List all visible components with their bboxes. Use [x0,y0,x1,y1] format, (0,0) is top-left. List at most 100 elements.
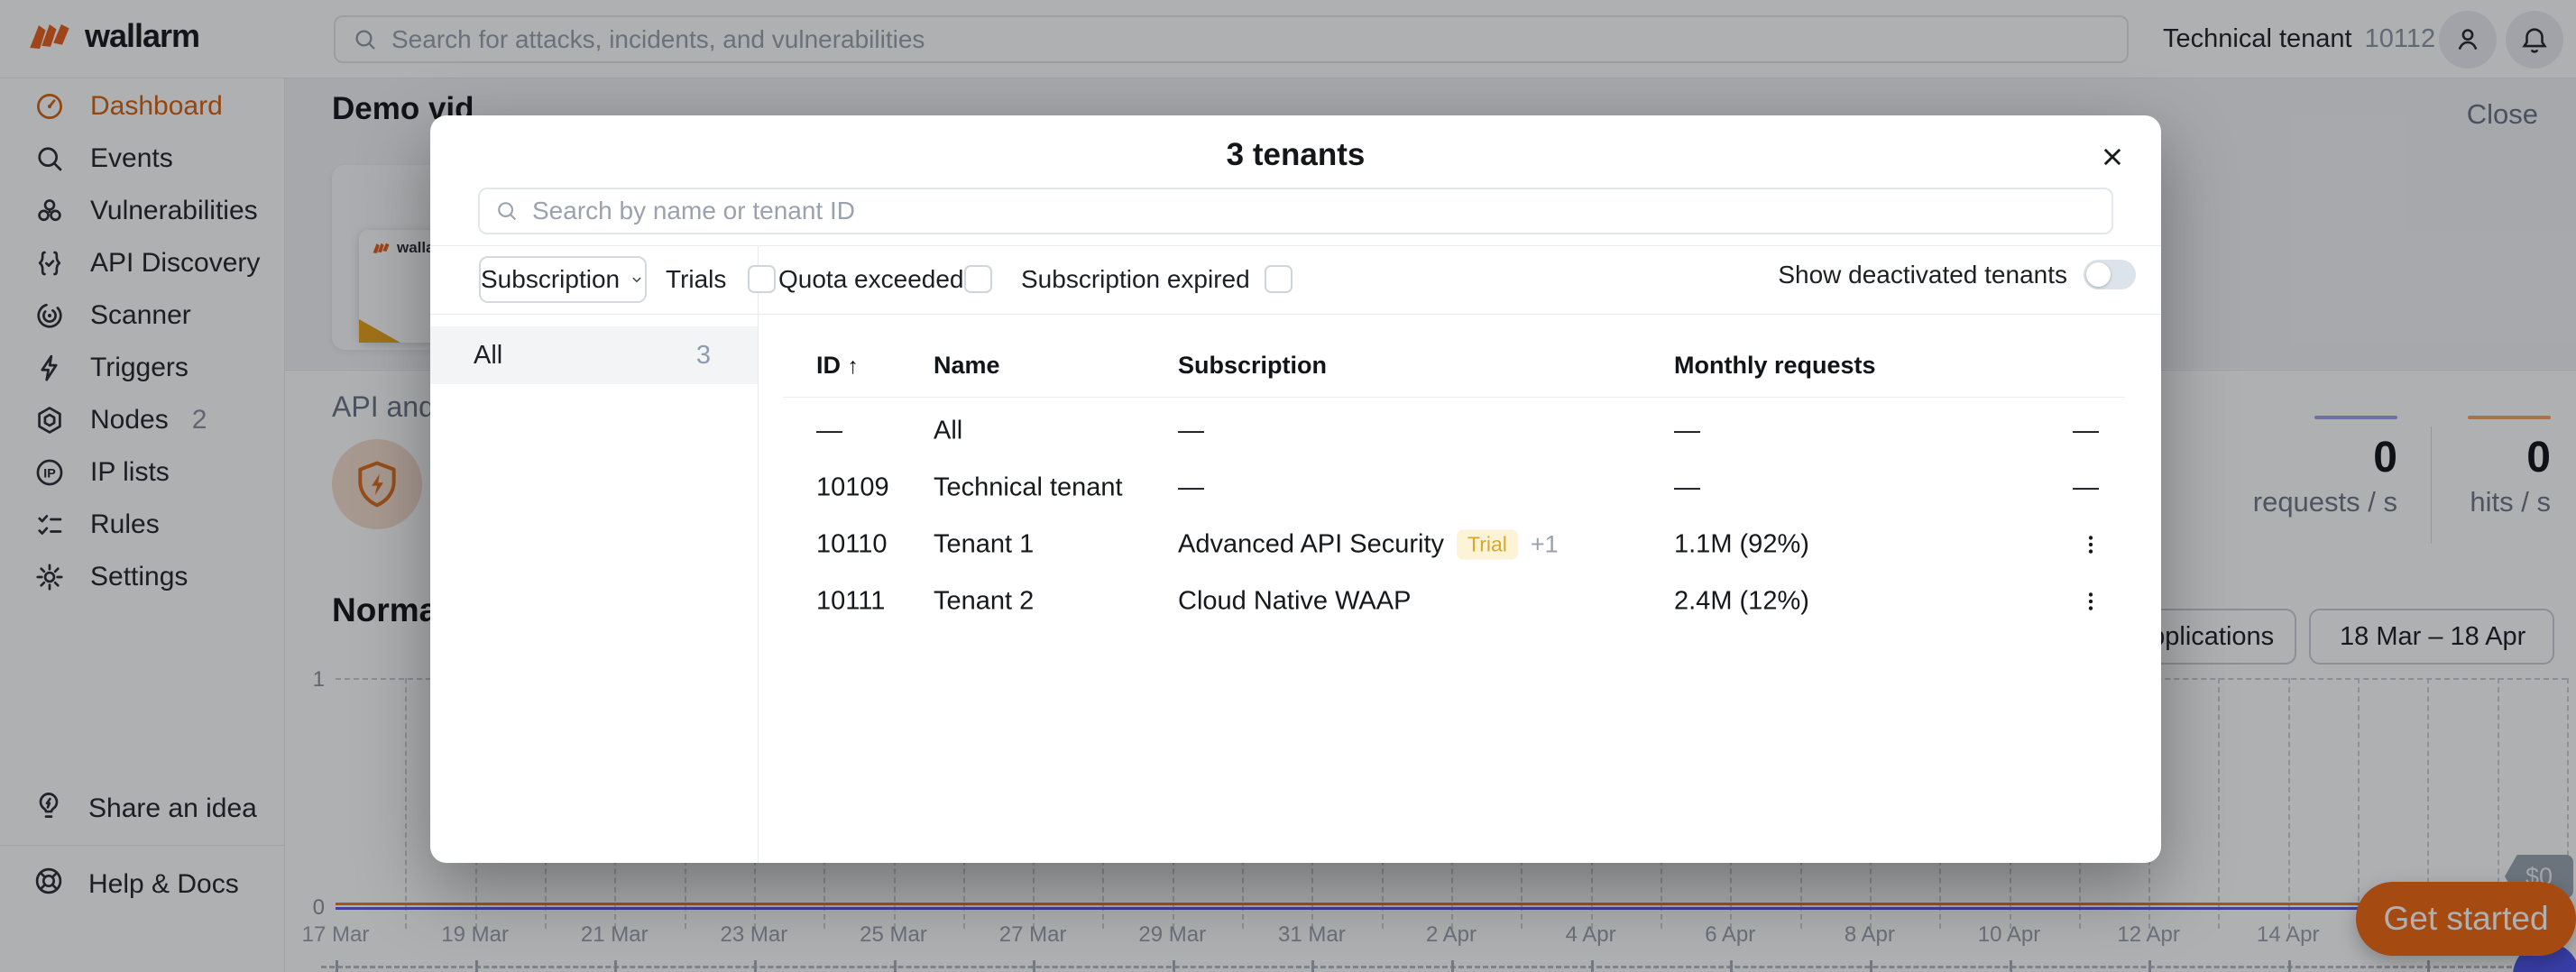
brush-tick [893,960,897,972]
trials-checkbox[interactable] [748,265,776,293]
tenant-monthly-requests-cell: — [1674,416,1700,445]
subscription-expired-checkbox[interactable] [1265,265,1293,293]
sidebar-item-vulnerabilities[interactable]: Vulnerabilities [0,185,284,237]
sidebar-item-label: Dashboard [90,91,223,121]
sidebar-item-settings[interactable]: Settings [0,551,284,603]
x-axis-tick: 23 Mar [720,922,788,947]
brush-tick [2427,960,2431,972]
gridline-day [2497,678,2499,929]
sidebar-item-dashboard[interactable]: Dashboard [0,80,284,133]
show-deactivated-toggle[interactable] [2084,260,2136,289]
brush-tick [2009,960,2012,972]
user-menu-button[interactable] [2439,11,2497,69]
series-line-requests [336,907,2567,910]
y-axis-tick-1: 1 [312,667,325,692]
tenant-row-10109[interactable]: 10109 Technical tenant — — — [758,459,2161,516]
wallarm-logo-icon [30,24,69,50]
x-axis-tick: 8 Apr [1844,922,1895,947]
gauge-icon [32,89,67,124]
sidebar-item-api-discovery[interactable]: API Discovery [0,237,284,289]
sidebar-item-share-an-idea[interactable]: Share an idea [0,781,284,837]
x-axis-tick: 29 Mar [1138,922,1207,947]
gridline-day [2427,678,2430,929]
tenant-row-all[interactable]: — All — — — [758,402,2161,459]
sidebar-footer-label: Help & Docs [88,869,239,899]
brush-tick [2148,960,2152,972]
sidebar-item-help-docs[interactable]: Help & Docs [0,857,284,912]
thumbnail-corner-decoration [359,319,400,343]
tenant-row-10111[interactable]: 10111 Tenant 2 Cloud Native WAAP 2.4M (12%) [758,573,2161,629]
brush-tick [2287,960,2291,972]
tenant-search[interactable] [478,188,2113,234]
x-axis-tick: 31 Mar [1278,922,1346,947]
gridline-day [405,678,408,929]
sidebar-item-label: Settings [90,562,189,591]
sort-ascending-icon: ↑ [847,353,860,379]
column-header-id[interactable]: ID ↑ [816,352,860,379]
row-actions-kebab-icon[interactable] [2073,583,2109,619]
tenant-subscription-cell: Cloud Native WAAP [1178,586,1412,615]
date-range-button[interactable]: 18 Mar – 18 Apr [2309,609,2554,665]
sidebar-item-label: API Discovery [90,248,261,278]
global-search[interactable] [334,15,2129,63]
brush-tick [1172,960,1175,972]
hits-value: 0 [2526,434,2551,481]
sidebar-footer-label: Share an idea [88,793,257,823]
sidebar-item-label: Events [90,143,173,173]
sidebar-item-rules[interactable]: Rules [0,499,284,551]
tenant-actions-cell: — [2073,416,2099,445]
security-posture-badge [332,439,422,529]
tenant-id: 10112 [2364,24,2436,53]
column-header-monthly-requests[interactable]: Monthly requests [1674,352,1876,379]
date-range-label: 18 Mar – 18 Apr [2340,621,2526,651]
gridline-day [2218,678,2221,929]
tenant-row-10110[interactable]: 10110 Tenant 1 Advanced API Security Trial +… [758,516,2161,573]
row-actions-kebab-icon[interactable] [2073,527,2109,563]
get-started-button[interactable]: Get started [2356,882,2576,956]
demo-close-link[interactable]: Close [2466,98,2538,130]
notifications-button[interactable] [2506,11,2563,69]
x-axis-tick: 10 Apr [1977,922,2041,947]
stat-hits: 0 hits / s [2379,416,2551,518]
sidebar-item-label: Rules [90,509,160,539]
tenant-group-all[interactable]: All 3 [430,326,758,384]
subscription-filter-label: Subscription [481,265,621,293]
sidebar-item-nodes[interactable]: Nodes 2 [0,394,284,446]
sidebar-item-label: Scanner [90,300,191,330]
radar-icon [32,298,67,333]
bulb-icon [32,789,65,829]
subscription-filter-dropdown[interactable]: Subscription [479,256,647,303]
sidebar-item-scanner[interactable]: Scanner [0,289,284,342]
trial-badge: Trial [1457,529,1518,559]
search-icon [355,30,375,50]
tenant-name-cell: Tenant 1 [934,529,1035,558]
modal-close-button[interactable] [2094,139,2130,175]
chart-brush[interactable] [321,966,2569,968]
brush-tick [1311,960,1315,972]
chevron-down-icon [632,277,641,283]
tenant-switcher[interactable]: Technical tenant 10112 [2163,0,2471,78]
brush-tick [753,960,757,972]
gridline-day [2358,678,2360,929]
sidebar-item-label: Vulnerabilities [90,196,258,225]
sidebar-divider [0,845,284,846]
biohazard-icon [32,194,67,228]
brush-tick [474,960,478,972]
sidebar-item-triggers[interactable]: Triggers [0,342,284,394]
tenant-search-input[interactable] [532,197,2097,225]
sidebar: Dashboard Events Vulnerabilities API Discov… [0,78,285,972]
brush-tick [336,960,338,972]
global-search-input[interactable] [391,24,2111,54]
sidebar-item-ip-lists[interactable]: IP IP lists [0,446,284,499]
sidebar-item-events[interactable]: Events [0,133,284,185]
x-axis-tick: 6 Apr [1705,922,1756,947]
column-header-subscription[interactable]: Subscription [1178,352,1328,379]
quota-exceeded-filter-label: Quota exceeded [778,265,964,293]
gridline-day [2567,678,2569,929]
svg-text:IP: IP [43,466,56,481]
column-header-name[interactable]: Name [934,352,1000,379]
modal-title: 3 tenants [1226,137,1366,172]
x-axis-tick: 2 Apr [1425,922,1477,947]
sidebar-item-label: Nodes [90,405,169,435]
quota-exceeded-checkbox[interactable] [964,265,992,293]
